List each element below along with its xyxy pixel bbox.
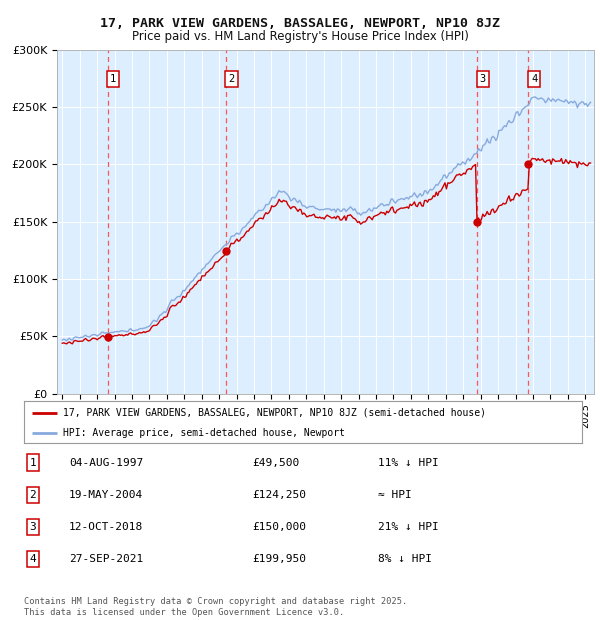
Text: 3: 3 bbox=[479, 74, 486, 84]
Text: 12-OCT-2018: 12-OCT-2018 bbox=[69, 522, 143, 532]
Text: 17, PARK VIEW GARDENS, BASSALEG, NEWPORT, NP10 8JZ (semi-detached house): 17, PARK VIEW GARDENS, BASSALEG, NEWPORT… bbox=[63, 407, 486, 417]
Text: 1: 1 bbox=[110, 74, 116, 84]
Text: 21% ↓ HPI: 21% ↓ HPI bbox=[378, 522, 439, 532]
Text: 11% ↓ HPI: 11% ↓ HPI bbox=[378, 458, 439, 467]
Text: £199,950: £199,950 bbox=[252, 554, 306, 564]
Text: 2: 2 bbox=[29, 490, 37, 500]
Text: £124,250: £124,250 bbox=[252, 490, 306, 500]
Text: 2: 2 bbox=[229, 74, 235, 84]
Text: ≈ HPI: ≈ HPI bbox=[378, 490, 412, 500]
Text: Price paid vs. HM Land Registry's House Price Index (HPI): Price paid vs. HM Land Registry's House … bbox=[131, 30, 469, 43]
Text: 3: 3 bbox=[29, 522, 37, 532]
Text: 19-MAY-2004: 19-MAY-2004 bbox=[69, 490, 143, 500]
Text: HPI: Average price, semi-detached house, Newport: HPI: Average price, semi-detached house,… bbox=[63, 428, 345, 438]
Text: £49,500: £49,500 bbox=[252, 458, 299, 467]
Text: 8% ↓ HPI: 8% ↓ HPI bbox=[378, 554, 432, 564]
Text: 1: 1 bbox=[29, 458, 37, 467]
Text: 4: 4 bbox=[531, 74, 538, 84]
Text: Contains HM Land Registry data © Crown copyright and database right 2025.
This d: Contains HM Land Registry data © Crown c… bbox=[24, 598, 407, 617]
Text: 04-AUG-1997: 04-AUG-1997 bbox=[69, 458, 143, 467]
Text: 27-SEP-2021: 27-SEP-2021 bbox=[69, 554, 143, 564]
Text: £150,000: £150,000 bbox=[252, 522, 306, 532]
Text: 4: 4 bbox=[29, 554, 37, 564]
Text: 17, PARK VIEW GARDENS, BASSALEG, NEWPORT, NP10 8JZ: 17, PARK VIEW GARDENS, BASSALEG, NEWPORT… bbox=[100, 17, 500, 30]
